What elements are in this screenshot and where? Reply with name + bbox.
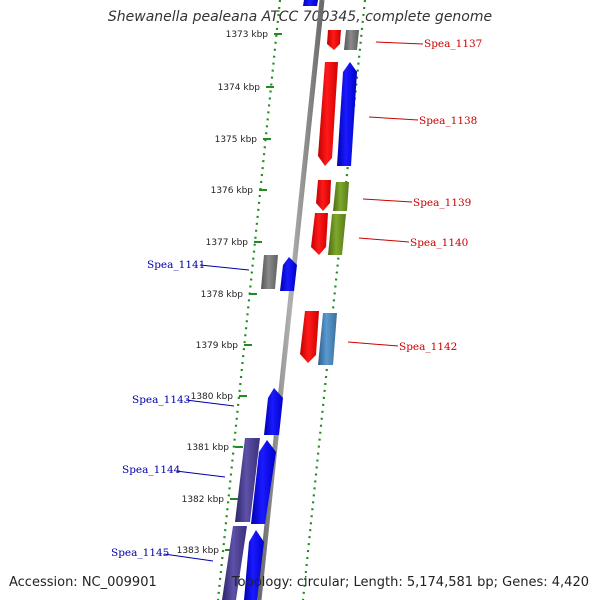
gene-label-spea-1138[interactable]: Spea_1138 xyxy=(419,115,477,127)
gene-arrow-spea-1145-slate[interactable] xyxy=(222,526,247,600)
label-leader xyxy=(375,41,424,45)
gene-arrow-spea-1142-steelblue[interactable] xyxy=(318,313,337,365)
tick-label: 1379 kbp xyxy=(196,341,239,351)
label-leader xyxy=(199,264,250,271)
genome-title: Shewanella pealeana ATCC 700345, complet… xyxy=(107,9,493,25)
gene-arrow-spea-1140-red[interactable] xyxy=(311,213,328,255)
gene-arrow-spea-1139-red[interactable] xyxy=(316,180,331,211)
label-leader xyxy=(185,399,235,407)
gene-label-spea-1139[interactable]: Spea_1139 xyxy=(413,197,471,209)
gene-label-spea-1143[interactable]: Spea_1143 xyxy=(132,394,190,406)
tick-label: 1381 kbp xyxy=(187,443,230,453)
label-leader xyxy=(175,470,226,478)
gene-arrow-spea-1145-blue[interactable] xyxy=(244,530,264,600)
gene-label-spea-1142[interactable]: Spea_1142 xyxy=(399,341,457,353)
left-dotted-border xyxy=(216,0,282,600)
tick-label: 1374 kbp xyxy=(218,83,261,93)
gene-label-spea-1137[interactable]: Spea_1137 xyxy=(424,38,482,50)
genome-backbone xyxy=(256,0,325,600)
scale-ticks: 1373 kbp 1374 kbp 1375 kbp 1376 kbp 1377… xyxy=(177,30,282,556)
tick-label: 1380 kbp xyxy=(191,392,234,402)
gene-arrow-spea-1138-blue[interactable] xyxy=(337,62,357,166)
gene-arrow-spea-1137-gray[interactable] xyxy=(344,30,359,50)
gene-arrow-spea-1141-gray[interactable] xyxy=(261,255,278,289)
gene-label-spea-1140[interactable]: Spea_1140 xyxy=(410,237,468,249)
label-leader xyxy=(163,553,214,562)
tick-label: 1375 kbp xyxy=(215,135,258,145)
label-leader xyxy=(362,198,413,203)
gene-arrow-spea-1140-olive[interactable] xyxy=(328,214,346,255)
gene-label-spea-1144[interactable]: Spea_1144 xyxy=(122,464,181,476)
genome-summary: Topology: circular; Length: 5,174,581 bp… xyxy=(231,575,589,590)
label-leader xyxy=(358,237,410,243)
tick-label: 1373 kbp xyxy=(226,30,269,40)
tick-label: 1377 kbp xyxy=(206,238,249,248)
gene-arrow-spea-1141-blue[interactable] xyxy=(280,257,297,291)
tick-label: 1383 kbp xyxy=(177,546,220,556)
gene-arrow-spea-1137-red[interactable] xyxy=(327,30,341,50)
gene-arrow-spea-1144-blue[interactable] xyxy=(251,440,276,524)
gene-arrow-spea-1138-red[interactable] xyxy=(318,62,338,166)
tick-label: 1376 kbp xyxy=(211,186,254,196)
label-leader xyxy=(368,116,419,121)
gene-label-spea-1141[interactable]: Spea_1141 xyxy=(147,259,205,271)
tick-label: 1382 kbp xyxy=(182,495,225,505)
tick-label: 1378 kbp xyxy=(201,290,244,300)
right-dotted-border xyxy=(301,0,367,600)
gene-arrow-spea-1139-olive[interactable] xyxy=(333,182,349,211)
gene-arrow-spea-1142-red[interactable] xyxy=(300,311,319,363)
label-leader xyxy=(347,341,399,347)
gene-arrow[interactable] xyxy=(303,0,318,6)
accession-text: Accession: NC_009901 xyxy=(9,575,157,590)
gene-label-spea-1145[interactable]: Spea_1145 xyxy=(111,547,169,559)
gene-arrow-spea-1144-slate[interactable] xyxy=(235,438,260,522)
gene-arrow-spea-1143-blue[interactable] xyxy=(264,388,283,435)
